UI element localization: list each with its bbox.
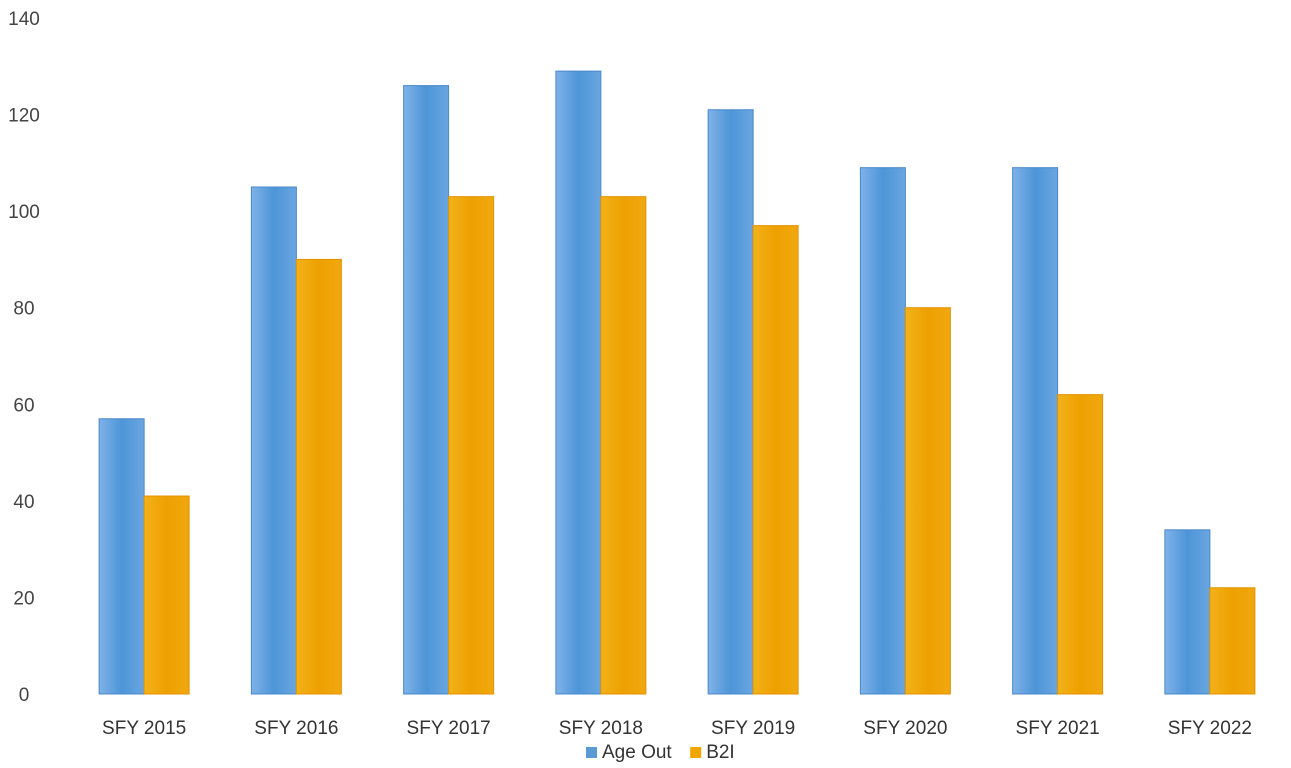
bar-b2i (1057, 394, 1104, 695)
bar-b2i (1209, 587, 1256, 695)
bar-b2i (448, 196, 495, 695)
y-tick-label: 40 (13, 492, 34, 513)
bar-age-out (1012, 167, 1059, 695)
legend-label-age-out: Age Out (602, 742, 672, 763)
y-tick-label: 80 (13, 299, 34, 320)
legend: Age Out B2I (586, 742, 735, 763)
bar-age-out (859, 167, 906, 695)
x-tick-label: SFY 2021 (1016, 718, 1100, 739)
bar-b2i (904, 307, 951, 695)
x-tick-label: SFY 2020 (863, 718, 947, 739)
bar-age-out (403, 85, 450, 695)
y-tick-label: 0 (19, 685, 30, 706)
bars (98, 70, 1256, 695)
bar-age-out (555, 70, 602, 695)
y-tick-label: 140 (8, 9, 40, 30)
x-tick-label: SFY 2018 (559, 718, 643, 739)
y-tick-label: 120 (8, 106, 40, 127)
y-axis: 0 20 40 60 80 100 120 140 (8, 9, 40, 706)
x-axis: SFY 2015 SFY 2016 SFY 2017 SFY 2018 SFY 2019… (102, 718, 1252, 739)
bar-b2i (752, 225, 799, 695)
bar-age-out (98, 418, 145, 695)
y-tick-label: 60 (13, 395, 34, 416)
bar-b2i (143, 495, 190, 695)
bar-age-out (1164, 529, 1211, 695)
x-tick-label: SFY 2015 (102, 718, 186, 739)
bar-age-out (250, 186, 297, 695)
bar-b2i (295, 258, 342, 695)
x-tick-label: SFY 2019 (711, 718, 795, 739)
bar-age-out (707, 109, 754, 695)
x-tick-label: SFY 2022 (1168, 718, 1252, 739)
x-tick-label: SFY 2017 (407, 718, 491, 739)
y-tick-label: 20 (13, 588, 34, 609)
legend-swatch-age-out (586, 747, 597, 758)
y-tick-label: 100 (8, 202, 40, 223)
bar-b2i (600, 196, 647, 695)
x-tick-label: SFY 2016 (254, 718, 338, 739)
legend-label-b2i: B2I (706, 742, 735, 763)
legend-swatch-b2i (690, 747, 702, 758)
